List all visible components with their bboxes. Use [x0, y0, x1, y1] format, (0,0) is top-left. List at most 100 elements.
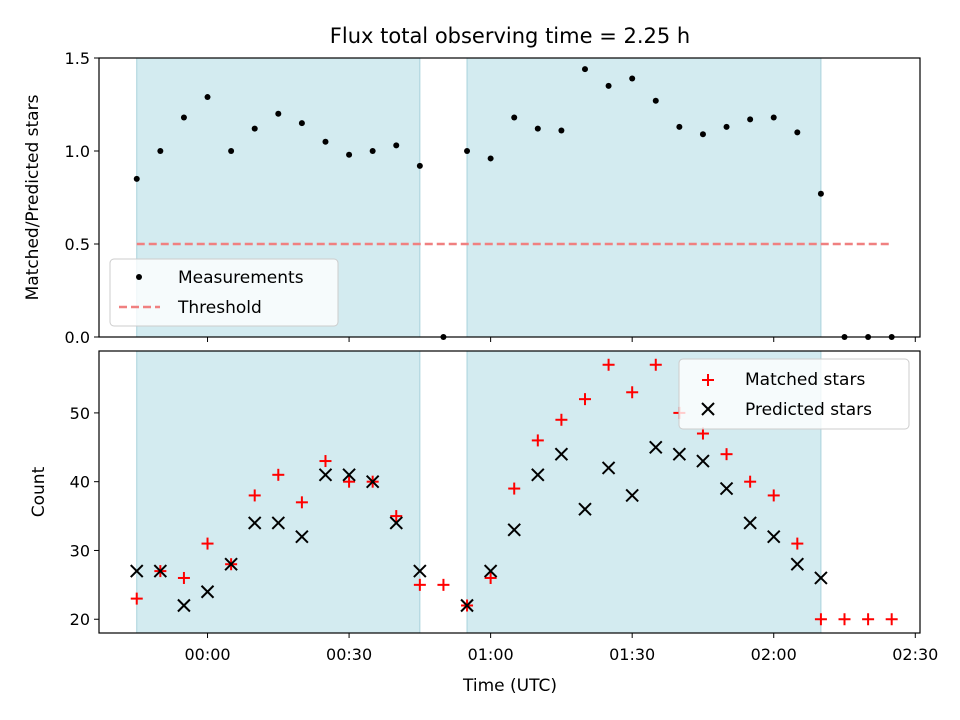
measurement-point: [416, 162, 423, 169]
matched-stars-point: [602, 358, 615, 371]
measurement-point: [275, 110, 282, 117]
predicted-stars-point: [672, 447, 687, 461]
matched-stars-point: [484, 571, 497, 584]
x-marker-b: [483, 564, 498, 578]
measurement-point: [322, 138, 329, 145]
bottom-shaded-intervals: [136, 351, 822, 633]
x-marker-b: [578, 502, 592, 516]
measurement-point: [157, 148, 164, 154]
predicted-stars-point: [295, 530, 309, 544]
matched-stars-point: [343, 475, 356, 488]
shaded-interval-0: [136, 351, 420, 633]
predicted-stars-point: [601, 461, 616, 475]
x-marker-b: [601, 461, 616, 475]
predicted-stars-point: [224, 557, 238, 571]
shaded-interval-1: [467, 58, 821, 337]
top-legend-box: [109, 258, 339, 327]
measurement-point: [346, 151, 353, 158]
matched-stars-point: [791, 537, 804, 550]
predicted-stars-point: [625, 488, 639, 503]
x-marker-b: [767, 530, 781, 544]
x-marker-b: [460, 598, 474, 613]
predicted-stars-point: [814, 571, 828, 585]
x-tick-label: 02:30: [892, 645, 938, 664]
predicted-stars-point: [483, 564, 498, 578]
matched-stars-point: [319, 455, 332, 468]
measurements-legend-marker: [136, 274, 142, 280]
bottom-axes-frame: [98, 350, 921, 634]
y-tick-label: 0.0: [65, 328, 90, 347]
predicted-stars-points: [130, 440, 828, 613]
measurement-point: [723, 123, 730, 130]
x-marker-b: [814, 571, 828, 585]
x-marker-b: [365, 474, 380, 489]
bottom-x-ticks: 00:00 00:30 01:00 01:30 02:00 02:30: [184, 633, 938, 664]
top-y-ticks: 0.0 0.5 1.0 1.5: [65, 49, 99, 347]
matched-stars-point: [295, 496, 308, 509]
matched-legend-plus: [702, 374, 714, 386]
predicted-stars-point: [200, 585, 215, 599]
measurement-point: [558, 127, 565, 134]
x-marker-b: [413, 564, 427, 578]
predicted-stars-point: [507, 523, 521, 537]
matched-stars-point: [744, 475, 757, 488]
top-x-ticks: [207, 337, 916, 342]
matched-stars-point: [649, 358, 662, 371]
measurement-point: [699, 131, 706, 138]
predicted-legend-x: [701, 402, 715, 416]
matched-stars-point: [885, 613, 898, 626]
x-marker-b: [224, 557, 238, 571]
y-tick-label: 30: [70, 541, 90, 560]
chart-title: Flux total observing time = 2.25 h: [330, 24, 690, 48]
top-axes-frame: [98, 57, 921, 338]
x-tick-label: 00:30: [326, 645, 372, 664]
predicted-stars-point: [578, 502, 592, 516]
bottom-y-ticks: 20 30 40 50: [70, 404, 99, 629]
matched-stars-point: [130, 592, 143, 605]
top-legend: Measurements Threshold: [109, 258, 339, 327]
x-marker-b: [790, 557, 805, 571]
matched-stars-point: [626, 386, 639, 399]
x-marker-b: [672, 447, 687, 461]
predicted-stars-point: [271, 516, 286, 530]
measurement-point: [464, 148, 471, 154]
y-tick-label: 1.0: [65, 142, 90, 161]
x-marker-b: [696, 454, 710, 468]
x-marker-b: [130, 564, 144, 578]
measurement-point: [652, 97, 659, 104]
measurement-point: [298, 120, 305, 127]
predicted-stars-point: [649, 440, 663, 454]
y-tick-label: 1.5: [65, 49, 90, 68]
x-marker-b: [507, 523, 521, 537]
predicted-stars-point: [743, 516, 757, 530]
matched-stars-legend-label: Matched stars: [745, 370, 865, 390]
measurement-point: [817, 190, 824, 197]
x-marker-b: [389, 516, 403, 530]
matched-stars-point: [508, 482, 521, 495]
predicted-stars-point: [153, 564, 168, 578]
measurement-point: [133, 175, 140, 182]
matched-stars-point: [720, 448, 733, 461]
y-tick-label: 40: [70, 473, 90, 492]
y-tick-label: 50: [70, 404, 90, 423]
x-marker-b: [200, 585, 215, 599]
matched-stars-point: [272, 468, 285, 481]
matched-stars-legend-marker: [702, 374, 714, 386]
x-tick-label: 02:00: [751, 645, 797, 664]
measurement-point: [204, 94, 211, 101]
matched-stars-point: [413, 578, 426, 591]
predicted-stars-legend-marker: [701, 402, 715, 416]
predicted-stars-point: [696, 454, 710, 468]
measurement-point: [770, 114, 777, 121]
top-panel: 0.0 0.5 1.0 1.5 Matched/Predicted stars Mea…: [23, 49, 921, 347]
x-marker-b: [743, 516, 757, 530]
measurement-point: [747, 116, 754, 123]
bottom-legend: Matched stars Predicted stars: [678, 358, 910, 430]
matched-stars-point: [390, 510, 403, 523]
predicted-stars-point: [413, 564, 427, 578]
measurement-point: [534, 125, 541, 132]
x-marker-b: [531, 468, 545, 482]
y-tick-label: 20: [70, 610, 90, 629]
measurement-point: [251, 125, 258, 132]
matched-stars-point: [696, 427, 709, 440]
